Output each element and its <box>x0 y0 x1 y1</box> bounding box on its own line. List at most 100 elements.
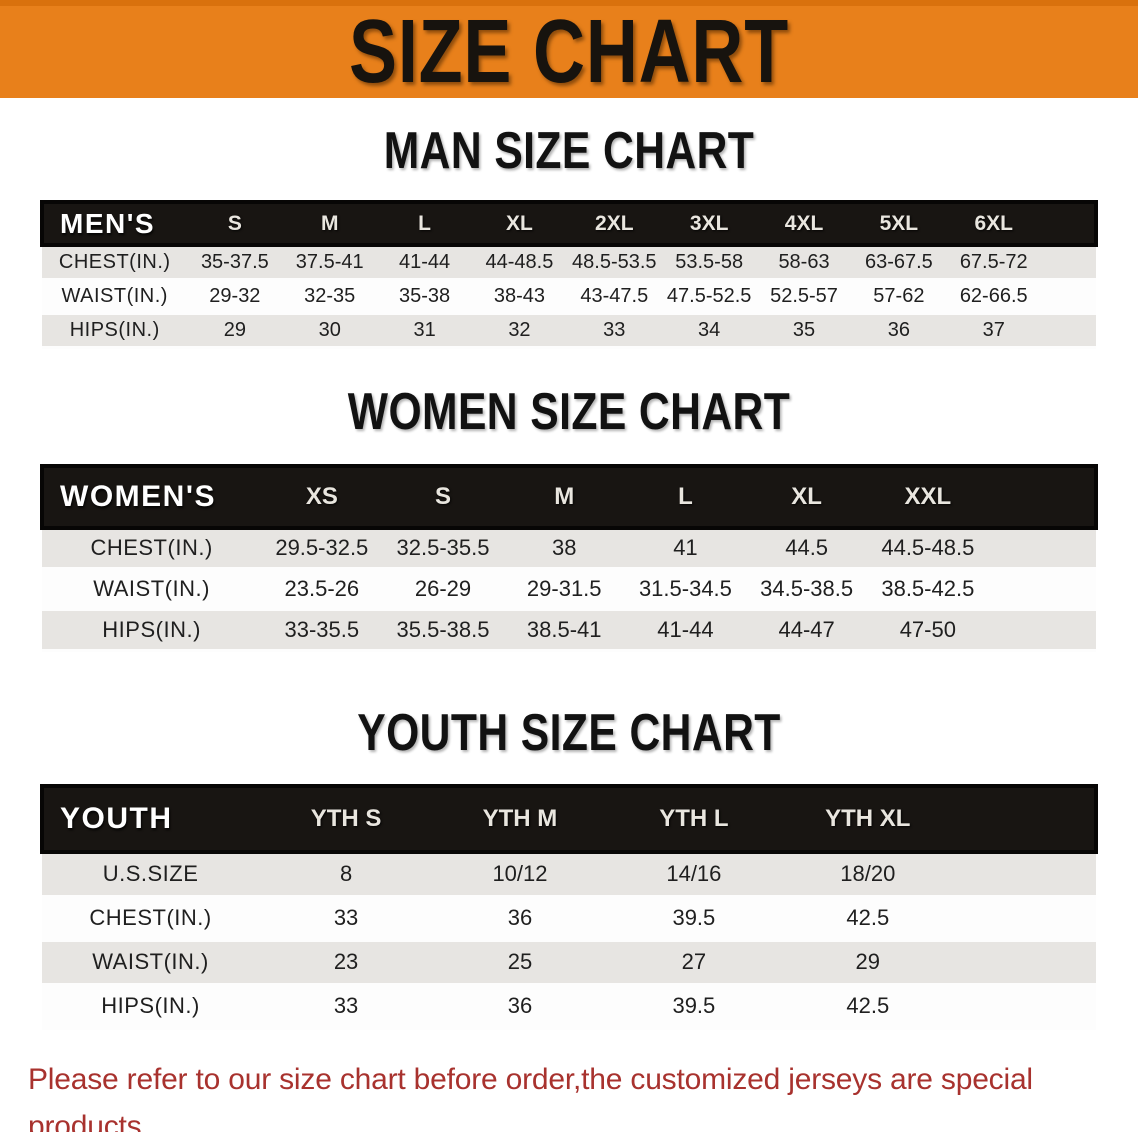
table-cell: 44.5 <box>746 527 868 570</box>
table-cell: 26-29 <box>382 568 504 611</box>
table-row: HIPS(IN.) 33-35.5 35.5-38.5 38.5-41 41-44 44-… <box>42 609 1096 652</box>
men-section-heading: MAN SIZE CHART <box>383 122 755 180</box>
table-cell: 30 <box>282 313 378 349</box>
table-header-row: WOMEN'S XS S M L XL XXL <box>39 463 1098 530</box>
size-column-header: YTH M <box>433 784 607 854</box>
size-column-header: XL <box>746 463 868 530</box>
table-cell: 33 <box>566 313 662 349</box>
table-cell: 41-44 <box>377 245 473 281</box>
table-cell: 31 <box>377 313 473 349</box>
table-cell: 62-66.5 <box>946 279 1042 315</box>
table-cell: 25 <box>433 940 607 986</box>
table-cell: 35-38 <box>377 279 473 315</box>
size-column-header: S <box>382 463 504 530</box>
table-cell: 8 <box>259 852 434 898</box>
table-cell: 32.5-35.5 <box>382 527 504 570</box>
table-row: WAIST(IN.) 29-32 32-35 35-38 38-43 43-47.5 47.… <box>42 279 1096 315</box>
row-filler <box>954 940 1096 986</box>
table-cell: 44-47 <box>746 609 868 652</box>
table-cell: 29-31.5 <box>503 568 625 611</box>
row-filler <box>1041 245 1096 281</box>
size-column-header: YTH XL <box>780 784 955 854</box>
table-cell: 36 <box>433 896 607 942</box>
table-cell: 35 <box>756 313 852 349</box>
table-cell: 47-50 <box>867 609 989 652</box>
table-cell: 32 <box>472 313 567 349</box>
size-column-header: 3XL <box>661 200 757 247</box>
size-column-header: 5XL <box>851 200 947 247</box>
table-cell: 44-48.5 <box>472 245 567 281</box>
size-column-header: XS <box>261 463 383 530</box>
size-column-header: XL <box>472 200 567 247</box>
size-column-header: YTH S <box>259 784 434 854</box>
header-filler <box>988 463 1098 530</box>
table-cell: 29 <box>780 940 955 986</box>
table-cell: 29.5-32.5 <box>261 527 383 570</box>
table-cell: 38.5-42.5 <box>867 568 989 611</box>
header-filler <box>954 784 1099 854</box>
row-filler <box>1041 313 1096 349</box>
size-column-header: L <box>377 200 473 247</box>
section-women: WOMEN SIZE CHART WOMEN'S XS S M L XL XXL CHEST(… <box>0 385 1138 652</box>
table-title: WOMEN'S <box>39 463 262 530</box>
table-header-row: MEN'S S M L XL 2XL 3XL 4XL 5XL 6XL <box>39 200 1098 247</box>
table-cell: 39.5 <box>606 984 781 1030</box>
row-label: HIPS(IN.) <box>42 313 188 349</box>
table-header-row: YOUTH YTH S YTH M YTH L YTH XL <box>39 784 1099 854</box>
table-cell: 44.5-48.5 <box>867 527 989 570</box>
table-cell: 35-37.5 <box>187 245 283 281</box>
row-filler <box>1041 279 1096 315</box>
row-filler <box>954 984 1096 1030</box>
table-cell: 23.5-26 <box>261 568 383 611</box>
row-label: HIPS(IN.) <box>42 984 260 1030</box>
size-column-header: XXL <box>867 463 989 530</box>
row-label: CHEST(IN.) <box>42 245 188 281</box>
row-label: CHEST(IN.) <box>42 896 260 942</box>
table-cell: 39.5 <box>606 896 781 942</box>
table-row: HIPS(IN.) 29 30 31 32 33 34 35 36 37 <box>42 313 1096 349</box>
table-cell: 41-44 <box>624 609 747 652</box>
row-label: HIPS(IN.) <box>42 609 262 652</box>
table-cell: 43-47.5 <box>566 279 662 315</box>
row-filler <box>954 852 1096 898</box>
row-filler <box>988 527 1096 570</box>
table-cell: 38.5-41 <box>503 609 625 652</box>
table-cell: 10/12 <box>433 852 607 898</box>
table-cell: 27 <box>606 940 781 986</box>
banner: SIZE CHART <box>0 0 1138 98</box>
table-cell: 37.5-41 <box>282 245 378 281</box>
size-column-header: YTH L <box>606 784 781 854</box>
table-cell: 18/20 <box>780 852 955 898</box>
table-cell: 36 <box>433 984 607 1030</box>
men-size-table: MEN'S S M L XL 2XL 3XL 4XL 5XL 6XL CHEST(IN.) 35-37… <box>39 200 1098 349</box>
table-row: HIPS(IN.) 33 36 39.5 42.5 <box>42 984 1096 1030</box>
table-cell: 53.5-58 <box>661 245 757 281</box>
footer-note-line1: Please refer to our size chart before or… <box>28 1062 1033 1132</box>
section-men: MAN SIZE CHART MEN'S S M L XL 2XL 3XL 4XL 5XL 6XL… <box>0 124 1138 349</box>
table-cell: 42.5 <box>780 984 955 1030</box>
table-title: YOUTH <box>39 784 260 854</box>
size-column-header: S <box>187 200 283 247</box>
table-row: CHEST(IN.) 35-37.5 37.5-41 41-44 44-48.5 48.5… <box>42 245 1096 281</box>
women-size-table: WOMEN'S XS S M L XL XXL CHEST(IN.) 29.5-32.5 32.5… <box>39 463 1098 652</box>
table-cell: 35.5-38.5 <box>382 609 504 652</box>
table-cell: 57-62 <box>851 279 947 315</box>
table-cell: 33 <box>259 896 434 942</box>
table-cell: 37 <box>946 313 1042 349</box>
table-title: MEN'S <box>39 200 188 247</box>
table-cell: 38 <box>503 527 625 570</box>
table-row: CHEST(IN.) 29.5-32.5 32.5-35.5 38 41 44.5 44.5… <box>42 527 1096 570</box>
table-cell: 34.5-38.5 <box>746 568 868 611</box>
row-label: WAIST(IN.) <box>42 940 260 986</box>
table-cell: 14/16 <box>606 852 781 898</box>
table-cell: 33 <box>259 984 434 1030</box>
table-cell: 48.5-53.5 <box>566 245 662 281</box>
table-row: WAIST(IN.) 23 25 27 29 <box>42 940 1096 986</box>
table-cell: 31.5-34.5 <box>624 568 747 611</box>
table-row: U.S.SIZE 8 10/12 14/16 18/20 <box>42 852 1096 898</box>
table-cell: 47.5-52.5 <box>661 279 757 315</box>
footer-note: Please refer to our size chart before or… <box>0 1056 1138 1132</box>
size-column-header: M <box>282 200 378 247</box>
table-cell: 63-67.5 <box>851 245 947 281</box>
